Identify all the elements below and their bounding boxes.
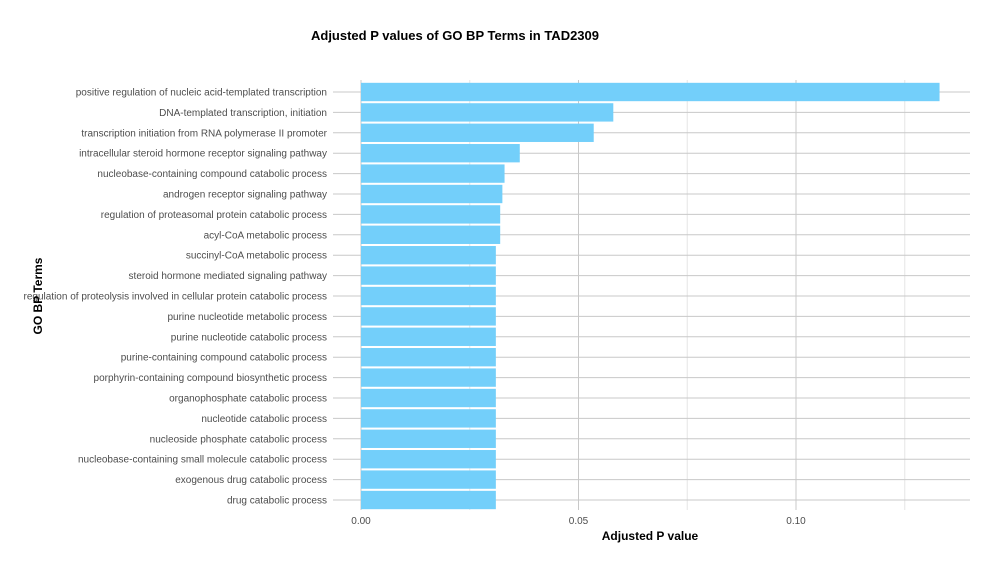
category-label: regulation of proteasomal protein catabo…: [101, 210, 327, 221]
category-label: organophosphate catabolic process: [169, 394, 327, 405]
category-label: exogenous drug catabolic process: [175, 475, 327, 486]
x-tick-label: 0.00: [351, 516, 371, 527]
bar: [361, 103, 614, 122]
category-label: purine-containing compound catabolic pro…: [121, 353, 327, 364]
x-tick-label: 0.10: [786, 516, 806, 527]
bar: [361, 286, 496, 306]
bar: [361, 205, 501, 224]
chart-title: Adjusted P values of GO BP Terms in TAD2…: [311, 28, 599, 43]
bar: [361, 307, 496, 326]
bar: [361, 409, 496, 428]
bar: [361, 490, 496, 510]
category-label: steroid hormone mediated signaling pathw…: [129, 271, 327, 282]
category-label: nucleobase-containing compound catabolic…: [97, 169, 327, 180]
category-label: drug catabolic process: [227, 496, 327, 507]
bar: [361, 450, 496, 469]
category-labels: positive regulation of nucleic acid-temp…: [24, 88, 328, 507]
category-label: transcription initiation from RNA polyme…: [81, 128, 327, 139]
x-tick-labels: 0.00 0.05 0.10: [351, 516, 806, 527]
x-tick-label: 0.05: [569, 516, 589, 527]
category-label: porphyrin-containing compound biosynthet…: [94, 373, 327, 384]
bar: [361, 144, 520, 163]
category-label: intracellular steroid hormone receptor s…: [79, 149, 327, 160]
category-label: nucleotide catabolic process: [201, 414, 327, 425]
x-axis-title: Adjusted P value: [602, 529, 699, 543]
bar: [361, 123, 594, 142]
category-label: regulation of proteolysis involved in ce…: [24, 292, 328, 303]
bars: [361, 82, 940, 510]
bar: [361, 82, 940, 102]
bar: [361, 429, 496, 448]
bar: [361, 368, 496, 387]
category-label: nucleoside phosphate catabolic process: [150, 434, 327, 445]
bar: [361, 327, 496, 346]
bar: [361, 164, 505, 183]
y-axis-title: GO BP Terms: [31, 257, 45, 334]
category-label: succinyl-CoA metabolic process: [186, 251, 327, 262]
category-label: androgen receptor signaling pathway: [163, 190, 327, 201]
category-label: positive regulation of nucleic acid-temp…: [76, 88, 327, 99]
category-label: nucleobase-containing small molecule cat…: [78, 455, 327, 466]
bar: [361, 266, 496, 285]
category-label: acyl-CoA metabolic process: [204, 230, 327, 241]
bar: [361, 184, 503, 204]
bar: [361, 388, 496, 408]
category-label: DNA-templated transcription, initiation: [159, 108, 327, 119]
category-label: purine nucleotide catabolic process: [171, 332, 327, 343]
category-label: purine nucleotide metabolic process: [167, 312, 327, 323]
bar: [361, 348, 496, 367]
bar: [361, 225, 501, 244]
bar: [361, 246, 496, 265]
bar: [361, 470, 496, 489]
